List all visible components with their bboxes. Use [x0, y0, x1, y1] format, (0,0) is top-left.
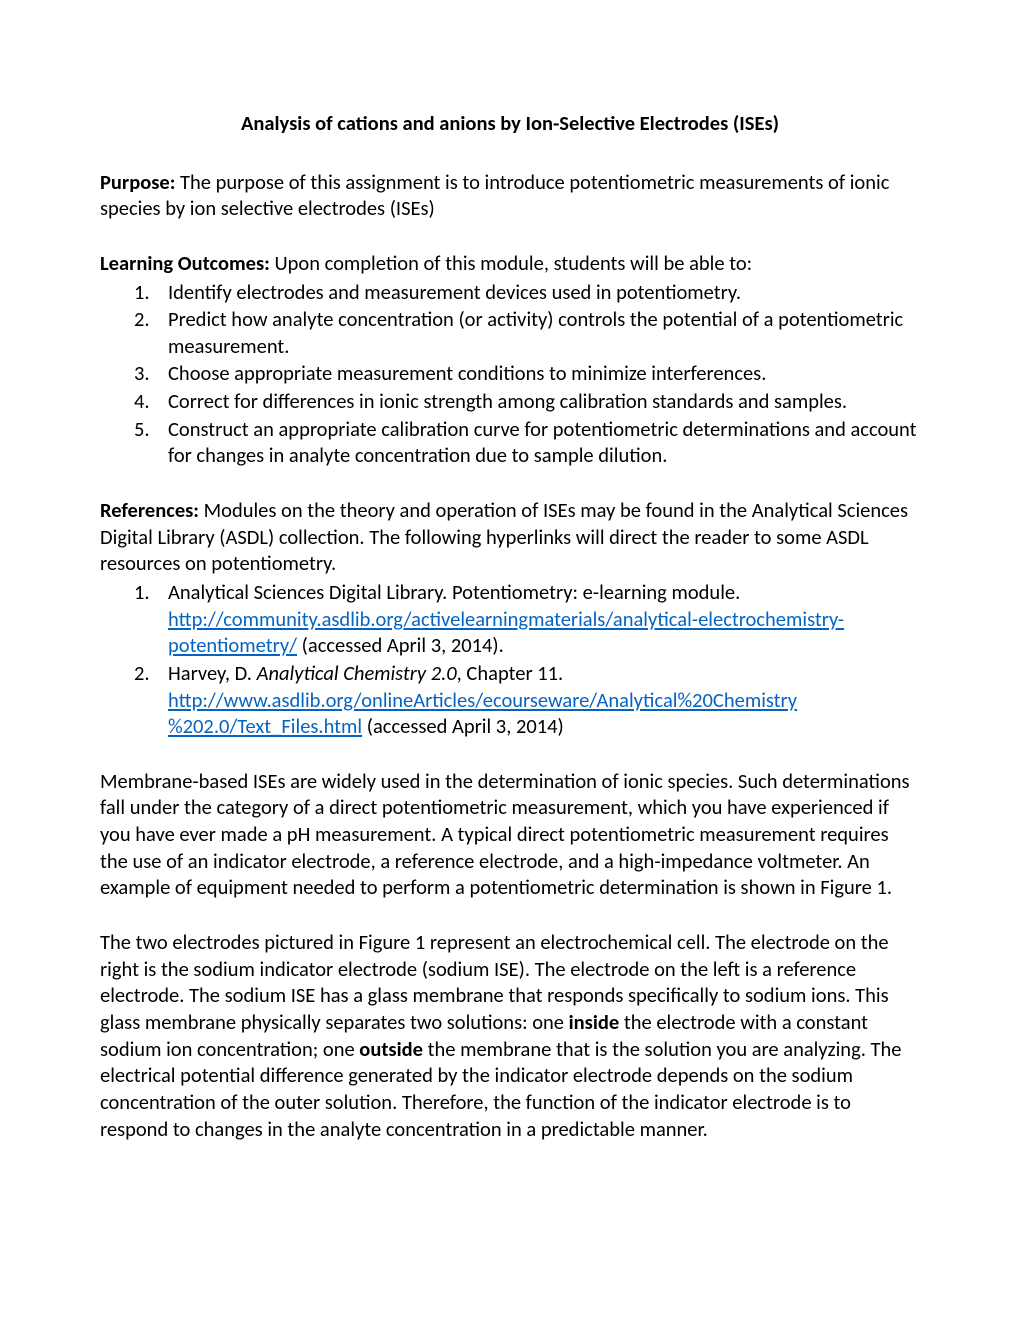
- page-title: Analysis of cations and anions by Ion-Se…: [100, 110, 920, 137]
- purpose-paragraph: Purpose: The purpose of this assignment …: [100, 169, 920, 222]
- outcome-text: Identify electrodes and measurement devi…: [168, 279, 741, 305]
- ref1-pre: Analytical Sciences Digital Library. Pot…: [168, 579, 740, 605]
- ref2-link-line1[interactable]: http://www.asdlib.org/onlineArticles/eco…: [168, 687, 797, 713]
- ref1-link[interactable]: http://community.asdlib.org/activelearni…: [168, 606, 844, 659]
- list-item: 4. Correct for differences in ionic stren…: [100, 388, 920, 415]
- body-paragraph-2: The two electrodes pictured in Figure 1 …: [100, 929, 920, 1142]
- list-number: 2.: [134, 660, 150, 687]
- list-item: 1. Identify electrodes and measurement de…: [100, 279, 920, 306]
- ref1-post: (accessed April 3, 2014).: [297, 632, 504, 658]
- references-intro: Modules on the theory and operation of I…: [100, 497, 908, 576]
- list-number: 3.: [134, 360, 150, 387]
- learning-outcomes-section: Learning Outcomes: Upon completion of th…: [100, 250, 920, 469]
- body2-bold-outside: outside: [359, 1036, 423, 1062]
- body2-bold-inside: inside: [569, 1009, 620, 1035]
- list-number: 2.: [134, 306, 150, 333]
- list-number: 1.: [134, 579, 150, 606]
- purpose-text: The purpose of this assignment is to int…: [100, 169, 889, 222]
- outcomes-list: 1. Identify electrodes and measurement de…: [100, 279, 920, 469]
- list-number: 4.: [134, 388, 150, 415]
- ref2-book-title: Analytical Chemistry 2.0: [257, 660, 457, 686]
- body-paragraph-1: Membrane-based ISEs are widely used in t…: [100, 768, 920, 901]
- list-item: 2. Harvey, D. Analytical Chemistry 2.0, C…: [100, 660, 920, 740]
- list-item: 5. Construct an appropriate calibration c…: [100, 416, 920, 469]
- references-list: 1. Analytical Sciences Digital Library. P…: [100, 579, 920, 740]
- ref2-post: (accessed April 3, 2014): [362, 713, 564, 739]
- ref2-mid: , Chapter 11.: [457, 660, 564, 686]
- ref2-pre: Harvey, D.: [168, 660, 257, 686]
- list-item: 1. Analytical Sciences Digital Library. P…: [100, 579, 920, 659]
- list-item: 2. Predict how analyte concentration (or …: [100, 306, 920, 359]
- list-number: 5.: [134, 416, 150, 443]
- purpose-label: Purpose:: [100, 169, 175, 195]
- references-section: References: Modules on the theory and op…: [100, 497, 920, 740]
- outcomes-intro: Upon completion of this module, students…: [270, 250, 752, 276]
- ref2-link-line2[interactable]: %202.0/Text_Files.html: [168, 713, 362, 739]
- outcomes-label: Learning Outcomes:: [100, 250, 270, 276]
- references-label: References:: [100, 497, 199, 523]
- outcome-text: Choose appropriate measurement condition…: [168, 360, 766, 386]
- outcome-text: Correct for differences in ionic strengt…: [168, 388, 847, 414]
- outcome-text: Construct an appropriate calibration cur…: [168, 416, 917, 469]
- list-number: 1.: [134, 279, 150, 306]
- list-item: 3. Choose appropriate measurement conditi…: [100, 360, 920, 387]
- outcome-text: Predict how analyte concentration (or ac…: [168, 306, 903, 359]
